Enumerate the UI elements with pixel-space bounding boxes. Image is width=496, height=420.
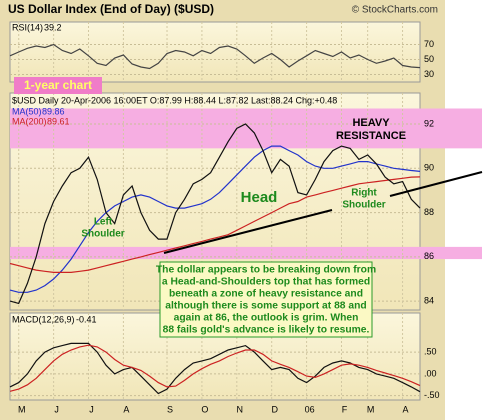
neckline (163, 209, 333, 254)
band (10, 246, 482, 260)
y-tick-label: .50 (424, 347, 437, 357)
legend-ma200: MA(200) (12, 116, 47, 126)
x-tick-label: M (18, 404, 26, 414)
note-line: a Head-and-Shoulders top that has formed (162, 277, 370, 288)
note-line: 88 fails gold's advance is likely to res… (163, 325, 370, 336)
note-box (159, 261, 373, 338)
note-line: beneath a zone of heavy resistance and (169, 289, 363, 300)
left-shoulder-label: Left (94, 217, 113, 228)
legend-ma50: MA(50) (12, 106, 42, 116)
y-tick-label: 30 (424, 69, 434, 79)
x-tick-label: J (54, 404, 59, 414)
y-tick-label: .00 (424, 368, 437, 378)
x-tick-label: F (342, 404, 348, 414)
y-tick-label: 90 (424, 163, 434, 173)
rsi-panel (9, 21, 421, 83)
band (10, 108, 482, 149)
series-line (9, 145, 421, 293)
x-tick-label: 06 (305, 404, 315, 414)
x-tick-label: J (89, 404, 94, 414)
y-tick-label: 86 (424, 251, 434, 261)
note-line: again at 86, the outlook is grim. When (174, 313, 359, 324)
x-tick-label: O (201, 404, 208, 414)
note-line: The dollar appears to be breaking down f… (156, 265, 376, 276)
series-line (9, 176, 421, 273)
plot: 70 50 30 92 90 88 86 84 .50 .00 -.50 M J J A S O N D 06 F M A (9, 39, 440, 414)
right-shoulder-label: Right (351, 188, 377, 199)
left-shoulder-label: Shoulder (81, 229, 124, 240)
series-line (9, 43, 421, 70)
x-tick-label: A (123, 404, 129, 414)
head-label: Head (241, 189, 278, 206)
note: The dollar appears to be breaking down f… (156, 265, 376, 336)
price-header: $USD Daily 20-Apr-2006 16:00ET O:87.99 H… (12, 95, 337, 105)
y-tick-label: 70 (424, 39, 434, 49)
chart-title: US Dollar Index (End of Day) ($USD) (8, 2, 214, 16)
series-line (9, 123, 421, 305)
y-tick-label: -.50 (424, 390, 440, 400)
x-tick-label: M (367, 404, 375, 414)
source: © StockCharts.com (352, 5, 438, 16)
macd-label: MACD(12,26,9) (12, 314, 75, 324)
resistance-label: HEAVY (352, 117, 390, 129)
y-tick-label: 50 (424, 54, 434, 64)
x-tick-label: A (403, 404, 409, 414)
period-box (14, 77, 102, 94)
y-tick-label: 92 (424, 118, 434, 128)
rsi-last: 39.2 (44, 22, 62, 32)
y-tick-label: 84 (424, 296, 434, 306)
right-shoulder-label: Shoulder (342, 200, 385, 211)
x-tick-label: N (237, 404, 244, 414)
period-label: 1-year chart (24, 78, 92, 92)
resistance-label: RESISTANCE (336, 130, 406, 142)
rsi-label: RSI(14) (12, 22, 43, 32)
underlay (10, 22, 482, 400)
y-tick-label: 88 (424, 207, 434, 217)
x-tick-label: S (167, 404, 173, 414)
macd-last: -0.41 (76, 314, 97, 324)
legend-ma200-value: 89.61 (47, 116, 70, 126)
series-line (9, 344, 421, 392)
note-line: although there is some support at 88 and (165, 301, 366, 312)
legend-ma50-value: 89.86 (42, 106, 65, 116)
x-tick-label: D (271, 404, 278, 414)
trendline (389, 171, 483, 197)
